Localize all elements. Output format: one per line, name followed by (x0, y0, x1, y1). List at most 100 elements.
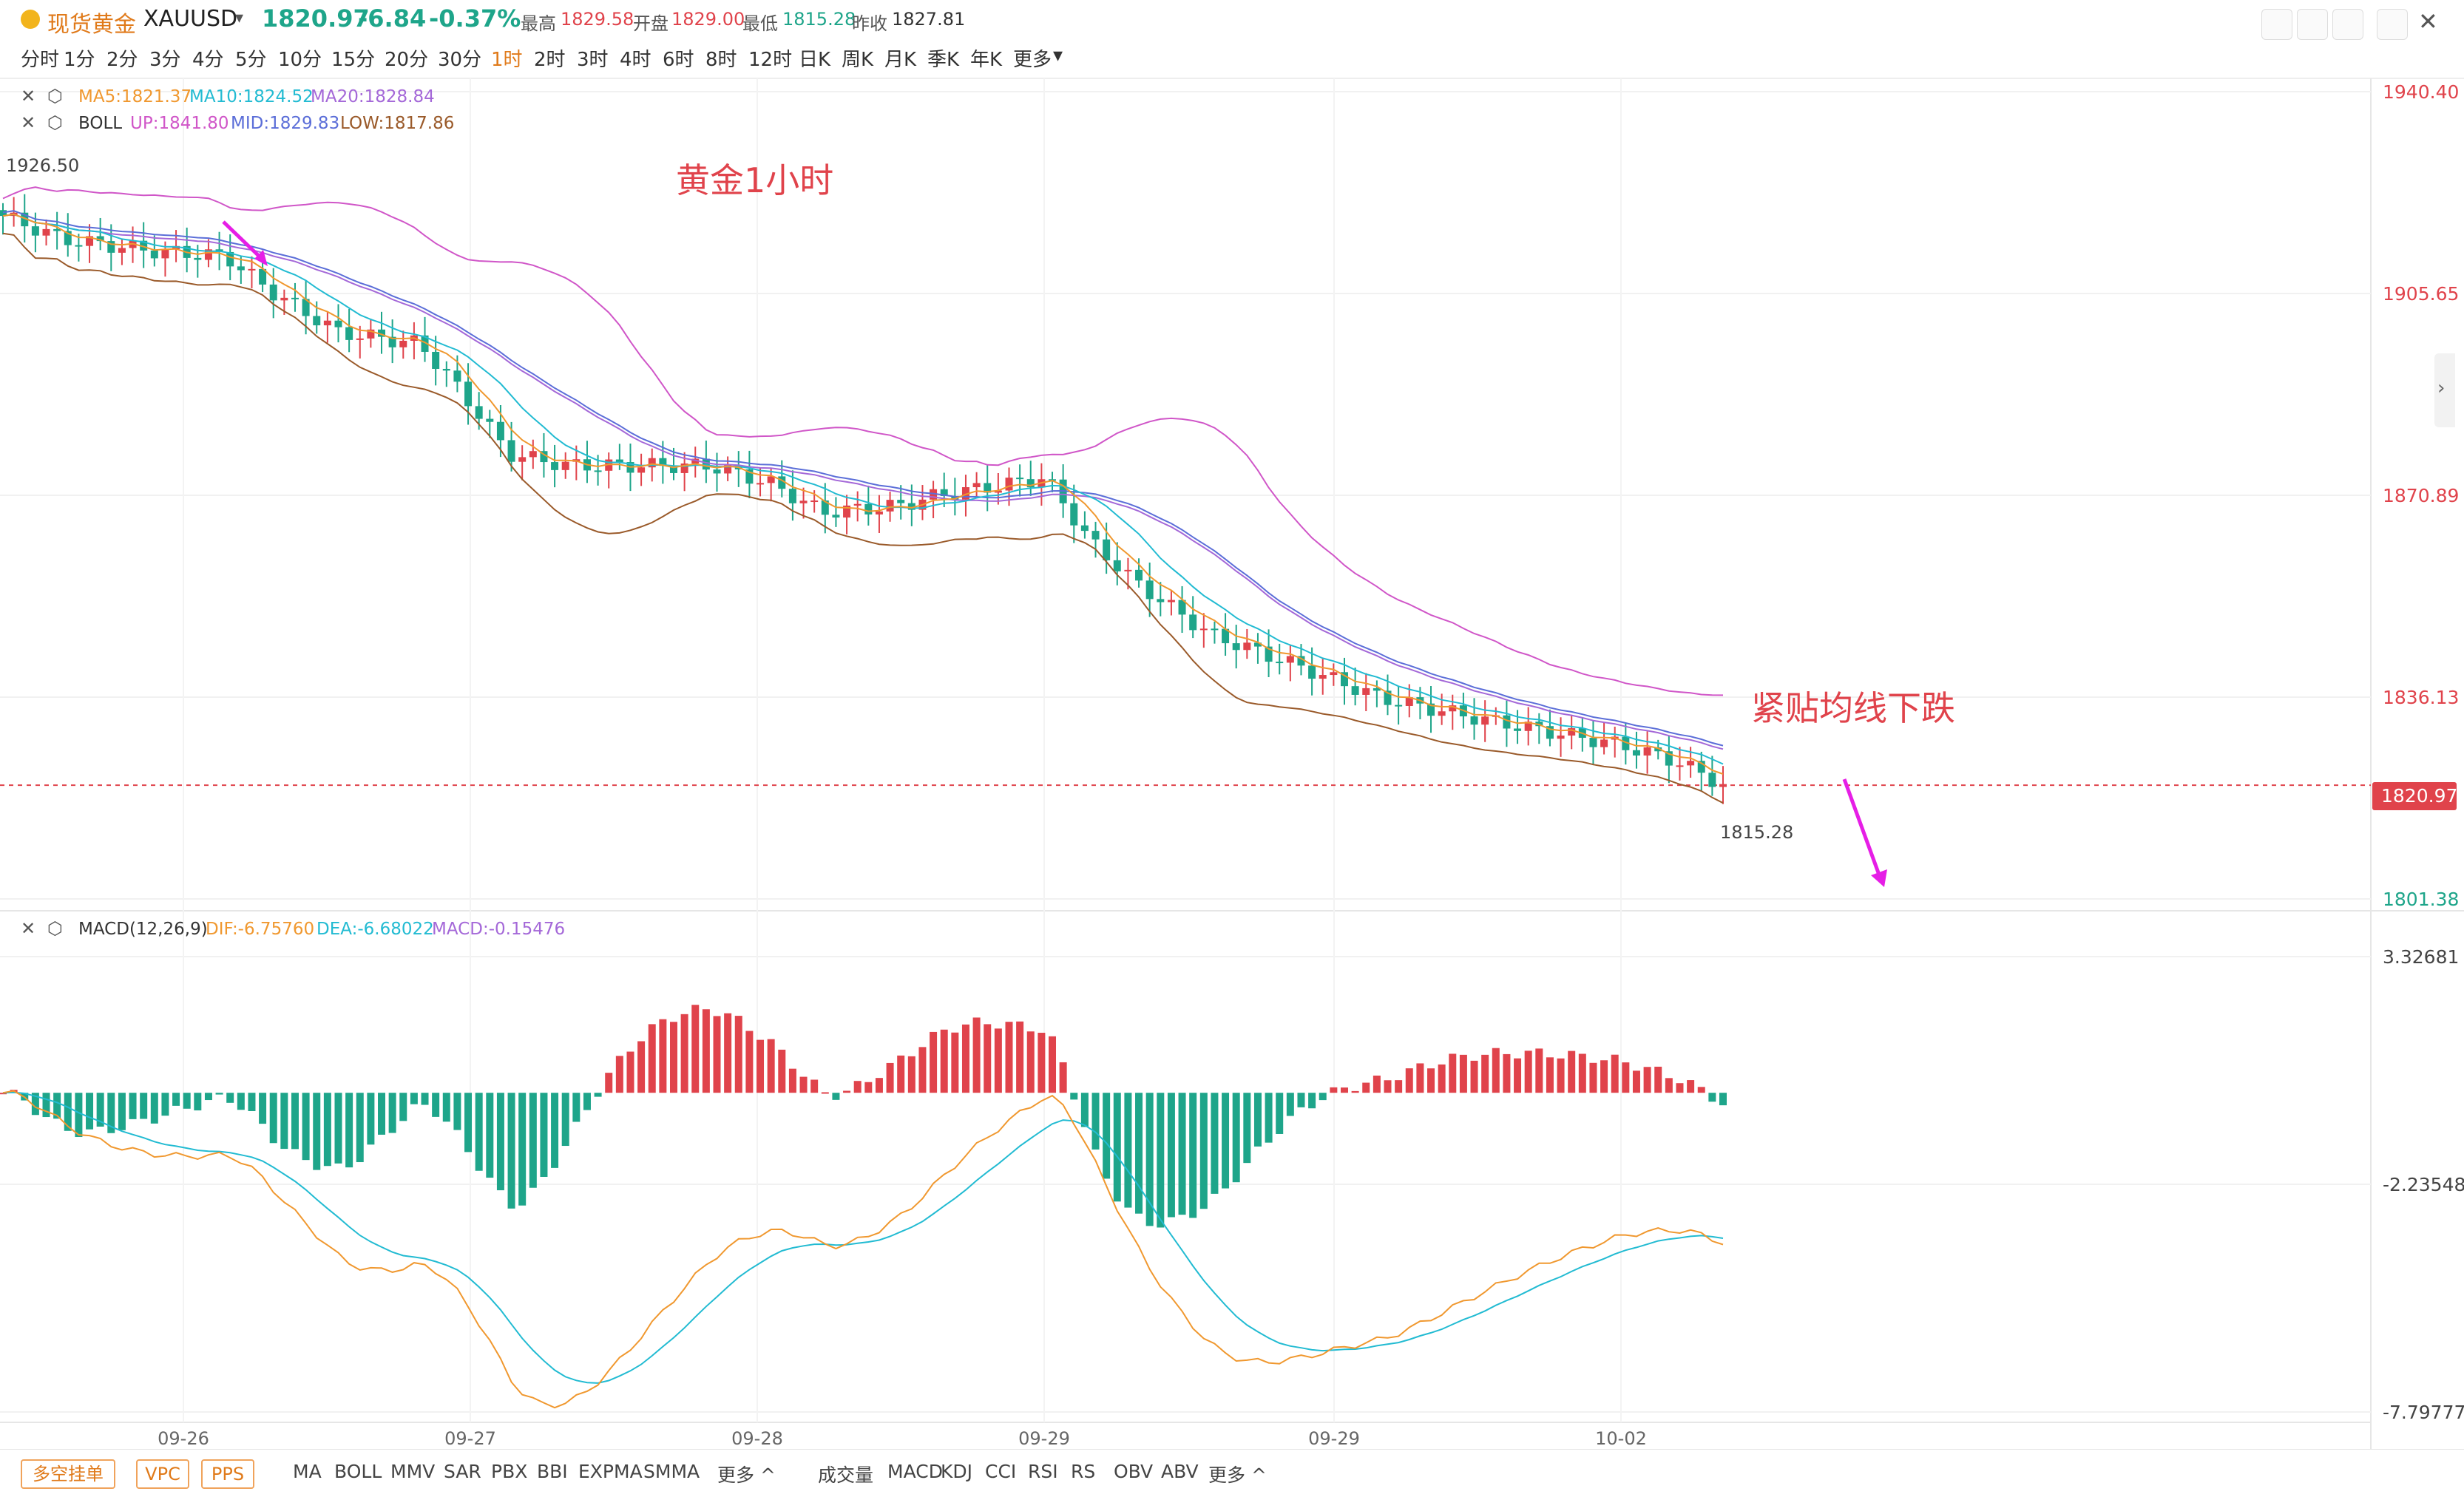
macd-histogram-bar (1103, 1093, 1111, 1179)
main-indicator-2[interactable]: MMV (390, 1461, 436, 1482)
sub-indicator-0[interactable]: 成交量 (818, 1464, 874, 1486)
timeframe-21[interactable]: 年K (970, 49, 1003, 71)
sub-indicator-5[interactable]: RS (1071, 1461, 1096, 1482)
chevron-right-icon[interactable]: › (2437, 377, 2446, 399)
boll-upper-line (2, 186, 1724, 696)
sub-indicator-4[interactable]: RSI (1028, 1461, 1058, 1482)
macd-histogram-bar (972, 1017, 981, 1093)
timeframe-6[interactable]: 10分 (278, 49, 322, 71)
timeframe-13[interactable]: 4时 (620, 49, 651, 71)
timeframe-15[interactable]: 8时 (705, 49, 737, 71)
main-indicator-8[interactable]: 更多 ^ (717, 1464, 776, 1486)
sub-indicator-3[interactable]: CCI (985, 1461, 1017, 1482)
sub-indicator-1[interactable]: MACD (887, 1461, 943, 1482)
candle-body (107, 241, 115, 253)
candle-body (561, 461, 569, 470)
timeframe-2[interactable]: 2分 (106, 49, 138, 71)
side-collapse-handle[interactable] (2434, 353, 2455, 427)
settings-macd-icon[interactable]: ⬡ (47, 918, 63, 939)
sub-indicator-7[interactable]: ABV (1161, 1461, 1199, 1482)
timeframe-18[interactable]: 周K (842, 49, 874, 71)
main-indicator-1[interactable]: BOLL (334, 1461, 382, 1482)
close-macd-icon[interactable]: ✕ (21, 918, 36, 939)
candle-body (367, 329, 375, 339)
macd-histogram-bar (140, 1093, 148, 1119)
timeframe-5[interactable]: 5分 (235, 49, 267, 71)
macd-histogram-bar (129, 1093, 137, 1119)
line-chart-tool-icon[interactable] (2261, 9, 2292, 40)
candle-body (150, 250, 158, 259)
candle-body (1373, 688, 1381, 691)
macd-histogram-bar (1049, 1036, 1057, 1093)
candle-body (237, 266, 245, 271)
close-boll-icon[interactable]: ✕ (21, 112, 36, 133)
main-indicator-0[interactable]: MA (293, 1461, 322, 1482)
timeframe-7[interactable]: 15分 (331, 49, 376, 71)
sub-indicator-6[interactable]: OBV (1114, 1461, 1154, 1482)
candle-body (1362, 688, 1370, 695)
macd-histogram-bar (853, 1081, 862, 1093)
timeframe-4[interactable]: 4分 (192, 49, 224, 71)
macd-histogram-bar (1416, 1063, 1424, 1093)
fullscreen-icon[interactable] (2377, 9, 2408, 40)
main-indicator-6[interactable]: EXPMA (578, 1461, 643, 1482)
timeframe-17[interactable]: 日K (799, 49, 831, 71)
timeframe-11[interactable]: 2时 (534, 49, 566, 71)
main-indicator-5[interactable]: BBI (537, 1461, 568, 1482)
symbol-code[interactable]: XAUUSD (143, 6, 238, 32)
timeframe-8[interactable]: 20分 (385, 49, 429, 71)
main-indicator-4[interactable]: PBX (491, 1461, 528, 1482)
candle-style-icon[interactable] (2332, 9, 2363, 40)
candle-body (53, 228, 61, 231)
macd-histogram-bar (388, 1093, 396, 1133)
macd-histogram-bar (702, 1009, 710, 1093)
timeframe-22[interactable]: 更多 (1013, 49, 1052, 71)
chart-canvas[interactable]: 1940.40 1905.65 1870.89 1836.13 1801.38 3.326… (0, 0, 2464, 1449)
main-indicator-7[interactable]: SMMA (643, 1461, 700, 1482)
timeframe-12[interactable]: 3时 (577, 49, 609, 71)
candle-body (1643, 747, 1651, 756)
timeframe-14[interactable]: 6时 (663, 49, 694, 71)
macd-histogram-bar (799, 1076, 808, 1093)
candle-body (1481, 716, 1489, 725)
candle-body (313, 316, 321, 326)
macd-histogram-bar (1243, 1093, 1251, 1164)
timeframe-19[interactable]: 月K (884, 49, 917, 71)
settings-boll-icon[interactable]: ⬡ (47, 112, 63, 133)
macd-histogram-bar (648, 1024, 656, 1093)
timeframe-20[interactable]: 季K (927, 49, 960, 71)
symbol-name[interactable]: 现货黄金 (47, 12, 136, 38)
bottom-button-2[interactable]: PPS (201, 1459, 254, 1489)
bottom-toolbar (0, 1449, 2464, 1497)
close-ma-icon[interactable]: ✕ (21, 86, 36, 106)
bottom-button-0[interactable]: 多空挂单 (21, 1459, 115, 1489)
candle-body (1351, 686, 1359, 695)
draw-tool-icon[interactable] (2297, 9, 2328, 40)
symbol-dropdown-icon[interactable]: ▾ (235, 9, 244, 27)
sub-indicator-2[interactable]: KDJ (941, 1461, 973, 1482)
bottom-button-1[interactable]: VPC (136, 1459, 189, 1489)
candle-body (388, 336, 396, 347)
candle-body (669, 466, 677, 473)
timeframe-3[interactable]: 3分 (149, 49, 181, 71)
macd-histogram-bar (907, 1056, 915, 1093)
candle-body (118, 248, 126, 253)
more-timeframes-caret-icon[interactable]: ▾ (1053, 44, 1063, 67)
timeframe-0[interactable]: 分时 (21, 49, 60, 71)
sub-indicator-8[interactable]: 更多 ^ (1208, 1464, 1267, 1486)
settings-ma-icon[interactable]: ⬡ (47, 86, 63, 106)
timeframe-9[interactable]: 30分 (438, 49, 482, 71)
main-indicator-3[interactable]: SAR (444, 1461, 481, 1482)
macd-histogram-bar (734, 1016, 742, 1093)
candle-body (691, 458, 700, 464)
timeframe-1[interactable]: 1分 (64, 49, 95, 71)
timeframe-10[interactable]: 1时 (491, 49, 523, 71)
macd-histogram-bar (1492, 1048, 1500, 1093)
close-icon[interactable]: ✕ (2418, 7, 2438, 35)
candle-body (1167, 600, 1175, 602)
low-marker-label: 1815.28 (1720, 822, 1794, 843)
timeframe-16[interactable]: 12时 (748, 49, 793, 71)
macd-histogram-bar (1373, 1075, 1381, 1093)
candle-body (486, 418, 494, 422)
macd-dea-legend: DEA:-6.68022 (317, 920, 434, 939)
